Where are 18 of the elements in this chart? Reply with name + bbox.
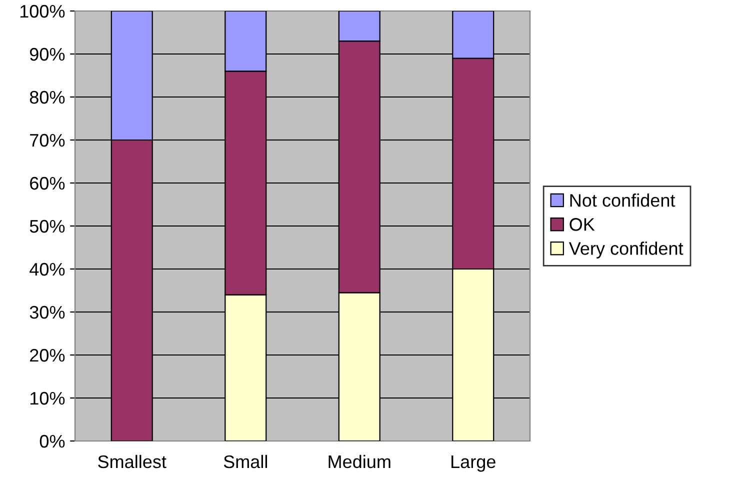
x-tick-label: Small bbox=[224, 454, 267, 468]
legend-label: Not confident bbox=[570, 194, 676, 207]
x-tick-label: Large bbox=[452, 456, 496, 472]
x-tick-label: Smallest bbox=[98, 454, 166, 468]
y-tick-label: 20% bbox=[30, 348, 65, 362]
legend-label: Very confident bbox=[568, 242, 684, 258]
y-tick-label: 70% bbox=[30, 134, 65, 147]
y-tick-label: 40% bbox=[30, 262, 65, 276]
x-tick-label: Medium bbox=[328, 454, 390, 468]
legend-label: OK bbox=[570, 218, 595, 231]
y-tick-label: 60% bbox=[30, 176, 65, 190]
y-tick-label: 0% bbox=[40, 434, 65, 448]
y-tick-label: 90% bbox=[30, 48, 65, 61]
y-tick-label: 10% bbox=[30, 392, 65, 405]
y-tick-label: 30% bbox=[30, 306, 65, 319]
y-tick-label: 50% bbox=[30, 220, 65, 233]
y-tick-label: 100% bbox=[20, 4, 65, 18]
y-tick-label: 80% bbox=[30, 90, 65, 104]
